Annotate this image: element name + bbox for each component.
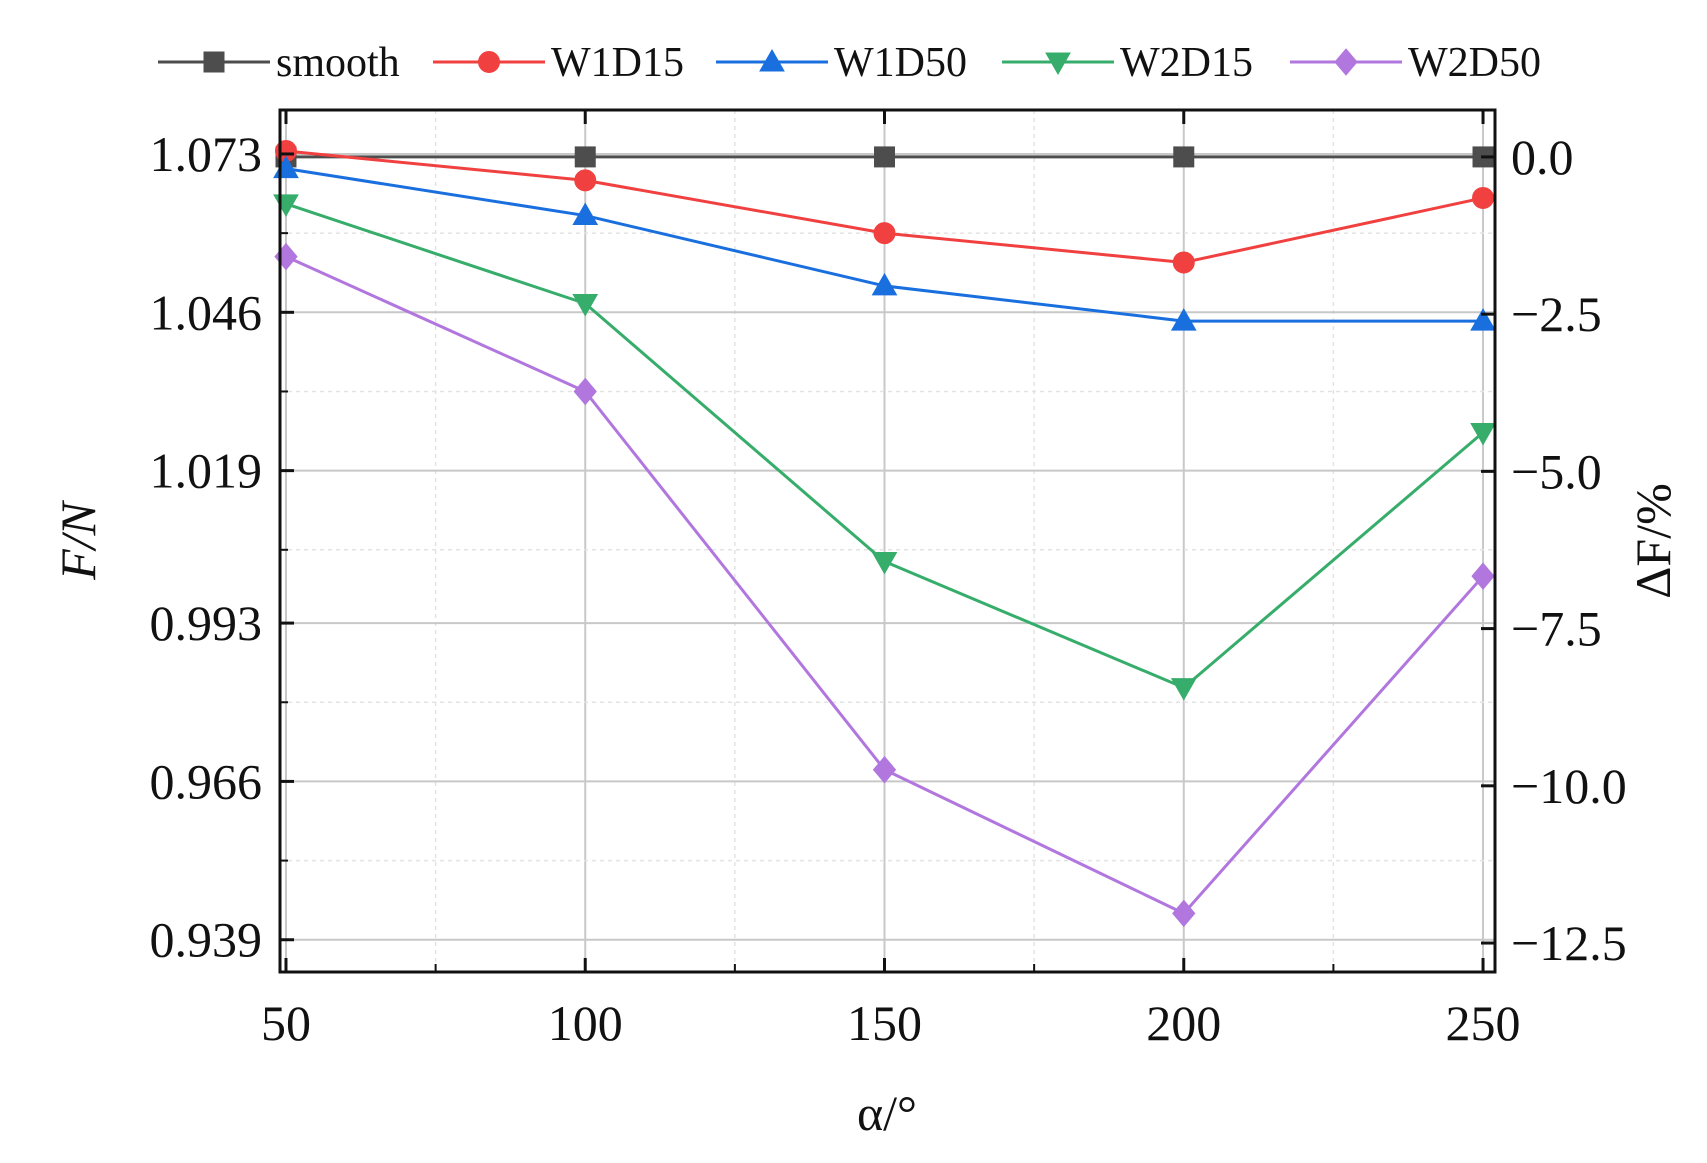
data-point-w1d15 [873,222,896,245]
legend-item-w2d50: W2D50 [1290,40,1541,86]
y2-tick-label: −12.5 [1511,915,1627,971]
legend-label: W2D15 [1120,40,1253,86]
data-point-w2d50 [1471,562,1495,590]
legend-marker [478,51,500,73]
data-point-w1d50 [871,272,898,296]
y-tick-label: 1.046 [150,284,263,340]
x-axis-title: α/° [857,1085,917,1141]
plot-frame [278,108,1497,974]
data-point-smooth [874,146,896,168]
y-tick-label: 0.993 [150,595,263,651]
y2-tick-label: 0.0 [1511,129,1574,185]
data-point-w2d50 [274,242,298,271]
data-point-w2d50 [573,377,597,406]
data-point-smooth [574,146,596,168]
legend-marker [203,51,225,73]
data-point-w1d15 [1172,251,1195,274]
x-tick-label: 150 [847,995,922,1051]
data-point-w1d50 [572,202,599,226]
data-point-w1d15 [574,169,597,192]
data-point-smooth [1173,146,1195,168]
legend-item-w1d50: W1D50 [716,40,967,86]
legend-label: W1D15 [551,40,684,86]
legend-label: W2D50 [1408,40,1541,86]
legend-item-w1d15: W1D15 [433,40,684,86]
y-tick-label: 0.966 [150,753,263,809]
axis-ticks: 50 100 150 200 250 1.073 1.046 1.019 0.993 0.966 0… [150,110,1627,1051]
data-point-w2d15 [1470,423,1496,446]
data-point-w1d50 [1470,308,1496,331]
x-tick-label: 100 [548,995,623,1051]
y-tick-label: 1.019 [150,443,263,499]
y-tick-label: 0.939 [150,912,263,968]
x-tick-label: 250 [1446,995,1521,1051]
data-point-w1d15 [1472,186,1495,209]
y-tick-label: 1.073 [150,126,263,182]
data-point-w2d15 [871,552,898,575]
data-point-w2d50 [1172,899,1196,928]
series-smooth [275,146,1494,168]
data-point-w2d50 [872,755,897,784]
y-axis-title-text: F/N [50,499,106,580]
legend-item-w2d15: W2D15 [1002,40,1253,86]
x-tick-label: 50 [261,995,311,1051]
y2-tick-label: −10.0 [1511,758,1627,814]
series-w2d15 [273,194,1496,701]
y2-tick-label: −7.5 [1511,601,1602,657]
y-axis-title: F/N [50,499,106,580]
legend-label: smooth [276,40,400,86]
y2-tick-label: −5.0 [1511,443,1602,499]
x-axis-title-text: α/° [857,1085,917,1141]
series-group [273,140,1496,928]
legend-marker [1334,48,1358,76]
legend-marker [1045,52,1071,76]
data-point-w2d15 [572,294,599,317]
data-point-w1d50 [1170,308,1197,331]
y2-tick-label: −2.5 [1511,286,1602,342]
legend-marker [759,48,785,72]
legend-label: W1D50 [834,40,967,86]
y2-axis-title-text: ΔF/% [1625,483,1681,599]
data-point-w2d15 [1170,678,1197,701]
x-tick-label: 200 [1146,995,1221,1051]
y2-axis-title: ΔF/% [1625,483,1681,599]
legend-item-smooth: smooth [158,40,400,86]
legend: smooth W1D15 W1D50 W2D15 W2D50 [158,40,1541,86]
